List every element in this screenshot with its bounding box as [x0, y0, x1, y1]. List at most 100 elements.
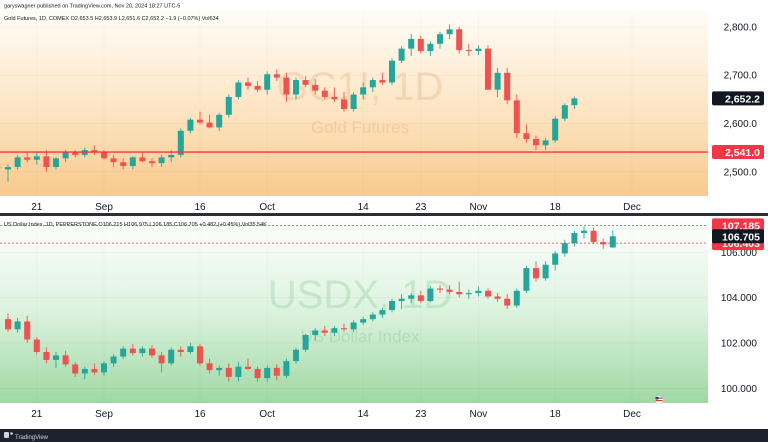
- y-tick-label: 106.000: [721, 248, 758, 259]
- usdx-chart-panel: USDX, 1D US Dollar Index US Dollar Index…: [0, 216, 768, 429]
- candle-body: [561, 105, 568, 119]
- candle-body: [389, 301, 395, 311]
- candle: [245, 358, 251, 371]
- candle: [120, 158, 127, 170]
- x-tick-label: Dec: [623, 409, 641, 420]
- candle: [120, 346, 127, 359]
- candle: [571, 96, 578, 110]
- candle: [341, 92, 347, 112]
- candle-body: [456, 291, 463, 295]
- candle-body: [225, 96, 232, 115]
- candle-body: [197, 119, 203, 123]
- candle-body: [533, 268, 539, 279]
- y-tick-label: 104.000: [721, 293, 758, 304]
- candle-body: [446, 29, 453, 35]
- candle-body: [101, 152, 107, 159]
- candle: [581, 226, 587, 239]
- candle: [216, 365, 223, 376]
- candle: [101, 361, 107, 376]
- candle-body: [158, 157, 165, 164]
- candle: [245, 77, 251, 90]
- candle: [24, 315, 31, 343]
- y-tick-label: 102.000: [721, 338, 758, 349]
- candle: [321, 87, 328, 100]
- candle-body: [321, 330, 328, 333]
- candle: [302, 76, 309, 88]
- candle: [206, 358, 213, 374]
- candle: [533, 261, 539, 282]
- usdx-watermark-symbol: USDX, 1D: [268, 273, 453, 317]
- candle-body: [110, 158, 117, 163]
- candle-body: [293, 80, 299, 95]
- candle-body: [561, 243, 568, 254]
- candle: [437, 285, 443, 294]
- candle-body: [331, 328, 338, 333]
- candle: [475, 45, 482, 55]
- candle-body: [177, 130, 184, 155]
- candle: [350, 92, 357, 112]
- y-tick-label: 2,600.0: [724, 119, 758, 130]
- usdx-watermark-name: US Dollar Index: [300, 327, 420, 346]
- candle: [513, 94, 520, 139]
- candle: [379, 307, 386, 318]
- candle: [341, 323, 347, 332]
- candle-body: [235, 366, 242, 377]
- x-tick-label: Nov: [470, 409, 488, 420]
- candle: [43, 150, 50, 172]
- candle-body: [446, 289, 453, 292]
- candle: [91, 145, 98, 155]
- candle: [264, 365, 271, 382]
- candle: [293, 347, 299, 364]
- last-price-tag: 106.705: [712, 229, 764, 244]
- gold-watermark-symbol: GC1!, 1D: [277, 65, 444, 109]
- candle-body: [571, 98, 578, 106]
- candle: [398, 46, 405, 64]
- candle-body: [254, 85, 261, 90]
- candle-body: [341, 99, 347, 110]
- y-tick-label: 2,700.0: [724, 71, 758, 82]
- candle: [542, 261, 549, 281]
- x-tick-label: Oct: [259, 202, 275, 213]
- candle: [552, 116, 559, 143]
- candle-body: [5, 167, 11, 170]
- candle-body: [81, 369, 88, 374]
- candle: [254, 81, 261, 93]
- candle-body: [369, 80, 376, 88]
- candle: [331, 325, 338, 337]
- candle: [264, 71, 271, 95]
- candle-body: [120, 348, 127, 357]
- candle-body: [542, 140, 549, 146]
- candle-body: [14, 157, 21, 168]
- candle-body: [331, 96, 338, 100]
- candle: [456, 26, 463, 54]
- x-tick-label: Oct: [259, 409, 275, 420]
- candle-body: [321, 90, 328, 97]
- candle-body: [600, 242, 607, 245]
- candle-body: [43, 352, 50, 360]
- candle-body: [62, 355, 69, 365]
- x-tick-label: 21: [31, 202, 43, 213]
- candle-body: [475, 48, 482, 52]
- candle-body: [302, 335, 309, 350]
- candle: [389, 58, 395, 85]
- candle: [504, 67, 511, 105]
- candle-body: [485, 48, 491, 90]
- publisher-text: garyswagner published on TradingView.com…: [4, 4, 180, 10]
- candle: [53, 352, 59, 368]
- x-tick-label: 14: [358, 202, 370, 213]
- tradingview-logo-icon: [4, 432, 13, 438]
- candle: [62, 350, 69, 367]
- candle-body: [350, 94, 357, 110]
- candle-body: [369, 314, 376, 320]
- last-price-tag: 2,652.2: [712, 91, 764, 106]
- x-tick-label: Nov: [470, 202, 488, 213]
- candle: [542, 138, 549, 151]
- candle: [465, 43, 472, 56]
- candle: [331, 87, 338, 102]
- x-tick-label: 18: [550, 409, 562, 420]
- svg-text:2,652.2: 2,652.2: [725, 93, 760, 105]
- candle-body: [552, 118, 559, 141]
- candle-body: [312, 84, 319, 91]
- candle: [225, 363, 232, 382]
